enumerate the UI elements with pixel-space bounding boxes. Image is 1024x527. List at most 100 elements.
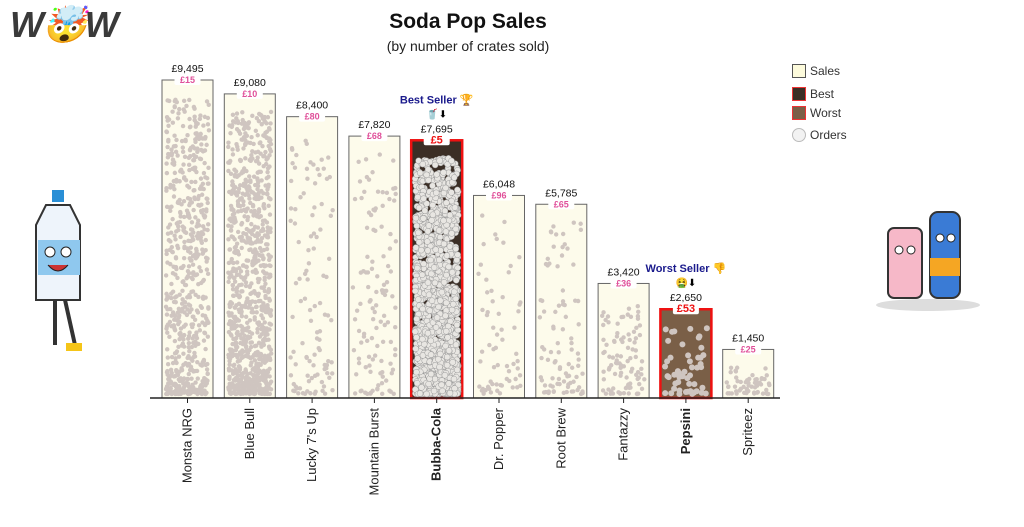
order-dot [205, 196, 210, 202]
annotation-label: Best Seller 🏆 [400, 93, 474, 106]
order-dot [763, 366, 768, 371]
order-dot [245, 217, 250, 223]
order-dot [551, 244, 556, 249]
order-dot [411, 328, 419, 335]
order-dot [551, 224, 556, 229]
order-dot [268, 387, 274, 392]
order-dot [262, 320, 267, 325]
order-dot [173, 143, 178, 149]
order-dot [553, 232, 559, 237]
order-dot [239, 371, 244, 377]
order-dot [263, 305, 269, 310]
order-dot [172, 313, 178, 319]
order-dot [164, 312, 170, 317]
order-dot [195, 196, 201, 202]
order-dot [256, 258, 261, 263]
order-dot [575, 351, 581, 356]
order-dot [178, 167, 184, 173]
order-dot [760, 391, 766, 396]
order-dot [255, 176, 260, 181]
order-dot [494, 236, 499, 242]
order-dot [268, 121, 273, 126]
order-dot [639, 366, 644, 372]
order-dot [628, 385, 633, 390]
order-dot [258, 169, 264, 175]
order-dot [260, 222, 265, 227]
order-dot [174, 137, 179, 143]
order-dot [192, 350, 197, 356]
order-dot [393, 191, 398, 197]
order-dot [443, 252, 451, 259]
order-dot [259, 236, 265, 241]
order-dot [262, 391, 267, 397]
order-dot [450, 174, 458, 181]
order-dot [445, 380, 453, 387]
order-dot [314, 234, 319, 240]
order-dot [165, 98, 170, 103]
order-dot [441, 207, 449, 215]
order-dot [230, 282, 236, 288]
order-dot [230, 112, 236, 117]
order-dot [637, 381, 642, 387]
order-dot [254, 310, 259, 315]
order-dot [169, 354, 175, 360]
order-dot [228, 300, 233, 305]
order-dot [237, 365, 243, 370]
order-dot [265, 169, 270, 175]
order-dot [260, 143, 265, 149]
order-dot [480, 307, 485, 313]
order-dot [228, 390, 234, 396]
order-dot [229, 347, 234, 352]
order-dot [256, 340, 262, 346]
order-dot [171, 183, 176, 188]
order-dot [443, 271, 450, 279]
order-dot [356, 159, 361, 164]
order-dot [382, 292, 388, 298]
order-dot [540, 344, 545, 350]
price-label: £5 [431, 134, 443, 146]
order-dot [578, 221, 583, 226]
order-dot [508, 263, 513, 269]
order-dot [265, 232, 270, 238]
order-dot [264, 175, 269, 181]
order-dot [181, 199, 187, 204]
order-dot [255, 293, 261, 299]
order-dot [330, 387, 335, 393]
order-dot [240, 191, 245, 196]
order-dot [257, 356, 262, 362]
order-dot [490, 299, 495, 304]
order-dot [384, 279, 390, 285]
order-dot [484, 312, 490, 318]
order-dot [259, 188, 264, 194]
order-dot [516, 309, 521, 314]
order-dot [380, 374, 385, 379]
order-dot [608, 391, 613, 396]
order-dot [296, 239, 301, 245]
value-label: £9,080 [234, 77, 266, 89]
order-dot [695, 334, 702, 341]
order-dot [231, 336, 236, 342]
price-label-bg [361, 130, 388, 142]
order-dot [263, 149, 268, 155]
order-dot [182, 384, 187, 389]
order-dot [551, 326, 556, 331]
order-dot [164, 129, 170, 135]
order-dot [303, 138, 308, 144]
order-dot [754, 383, 760, 388]
order-dot [254, 304, 259, 309]
order-dot [181, 162, 186, 167]
order-dot [443, 353, 451, 361]
order-dot [229, 256, 234, 262]
order-dot [601, 369, 606, 374]
order-dot [415, 238, 423, 246]
order-dot [186, 270, 192, 276]
order-dot [192, 195, 197, 200]
order-dot [239, 208, 244, 213]
order-dot [198, 362, 203, 367]
order-dot [504, 363, 510, 369]
order-dot [515, 358, 520, 364]
order-dot [381, 282, 387, 287]
order-dot [266, 391, 271, 396]
order-dot [198, 384, 203, 389]
order-dot [255, 133, 260, 138]
